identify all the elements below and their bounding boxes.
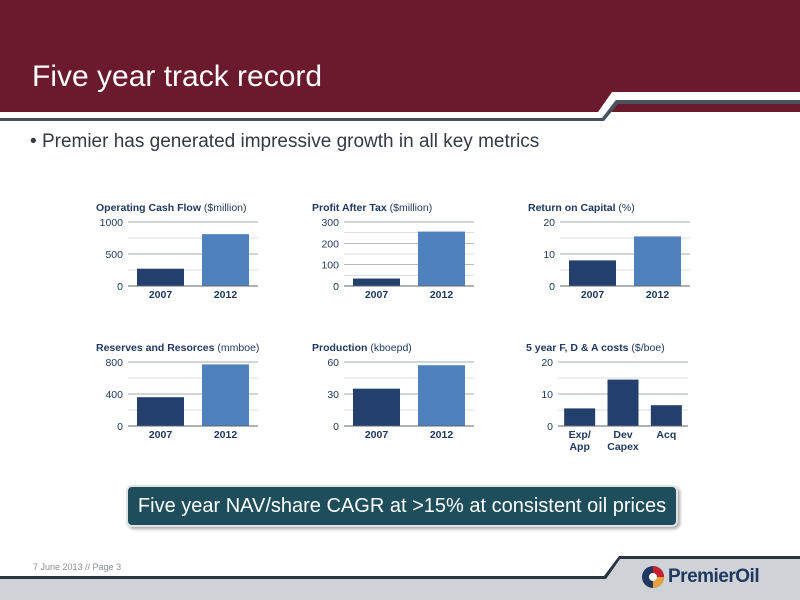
x-tick-label: 2012 <box>214 289 238 301</box>
y-tick-label: 100 <box>321 260 339 272</box>
x-tick-label: 2007 <box>365 429 389 441</box>
y-tick-label: 1000 <box>100 217 124 229</box>
y-tick-label: 500 <box>105 249 123 261</box>
bar <box>137 268 184 286</box>
bar <box>202 234 249 286</box>
chart-profit-after-tax: Profit After Tax ($million) 0 100 200 300 200… <box>312 202 474 301</box>
chart-title-unit: (kboepd) <box>367 342 411 354</box>
chart-title-unit: (%) <box>616 202 635 214</box>
bar <box>569 260 616 286</box>
y-tick-label: 20 <box>541 357 553 369</box>
bar <box>353 278 400 286</box>
chart-title: Return on Capital (%) <box>528 202 635 214</box>
x-tick-label: Exp/ <box>569 429 591 441</box>
page-title: Five year track record <box>32 60 323 93</box>
chart-reserves-resources: Reserves and Resorces (mmboe) 0 400 800 2007… <box>96 342 259 441</box>
y-tick-label: 0 <box>549 281 555 293</box>
chart-title-main: Profit After Tax <box>312 202 387 214</box>
chart-title: Production (kboepd) <box>312 342 412 354</box>
bar <box>418 365 465 426</box>
header-swoosh-lower <box>0 100 800 121</box>
chart-title-main: Reserves and Resorces <box>96 342 215 354</box>
chart-title: Reserves and Resorces (mmboe) <box>96 342 259 354</box>
y-tick-label: 800 <box>105 357 123 369</box>
x-tick-label: 2012 <box>214 429 238 441</box>
x-tick-label: 2007 <box>149 429 173 441</box>
bar <box>607 379 639 426</box>
y-tick-label: 30 <box>327 389 339 401</box>
y-tick-label: 200 <box>321 238 339 250</box>
y-tick-label: 0 <box>117 421 123 433</box>
y-tick-label: 10 <box>543 249 555 261</box>
chart-title-unit: (mmboe) <box>215 342 260 354</box>
y-tick-label: 0 <box>333 281 339 293</box>
bar <box>418 231 465 286</box>
logo-label: PremierOil <box>668 566 760 587</box>
y-tick-label: 60 <box>327 357 339 369</box>
x-tick-label: Acq <box>656 429 676 441</box>
y-tick-label: 20 <box>543 217 555 229</box>
bar <box>353 388 400 426</box>
chart-title-main: Operating Cash Flow <box>96 202 202 214</box>
x-tick-label: 2007 <box>149 289 173 301</box>
y-tick-label: 0 <box>117 281 123 293</box>
y-tick-label: 0 <box>547 421 553 433</box>
y-tick-label: 300 <box>321 217 339 229</box>
x-tick-label: 2007 <box>365 289 389 301</box>
header-swoosh <box>0 92 800 118</box>
footer-date-page: 7 June 2013 // Page 3 <box>33 562 122 572</box>
x-tick-label: 2012 <box>646 289 670 301</box>
x-tick-label: Capex <box>607 441 639 453</box>
bar <box>564 408 596 426</box>
x-tick-label: App <box>569 441 589 453</box>
bar <box>137 397 184 426</box>
chart-title: 5 year F, D & A costs ($/boe) <box>526 342 665 354</box>
chart-title-unit: ($/boe) <box>629 342 665 354</box>
logo-icon <box>642 566 664 588</box>
chart-title: Operating Cash Flow ($million) <box>96 202 247 214</box>
y-tick-label: 400 <box>105 389 123 401</box>
company-logo: PremierOil <box>640 563 800 591</box>
y-tick-label: 0 <box>333 421 339 433</box>
x-tick-label: 2007 <box>581 289 605 301</box>
bar <box>634 236 681 286</box>
x-tick-label: 2012 <box>430 289 454 301</box>
chart-title-unit: ($million) <box>387 202 433 214</box>
bar <box>650 405 682 426</box>
chart-operating-cash-flow: Operating Cash Flow ($million) 0 500 1000 20… <box>96 202 258 301</box>
chart-title-main: 5 year F, D & A costs <box>526 342 629 354</box>
x-tick-label: Dev <box>613 429 632 441</box>
chart-title-main: Production <box>312 342 367 354</box>
chart-title-unit: ($million) <box>201 202 247 214</box>
x-tick-label: 2012 <box>430 429 454 441</box>
bullet-text: • Premier has generated impressive growt… <box>30 131 540 152</box>
chart-production: Production (kboepd) 0 30 60 2007 2012 <box>312 342 474 441</box>
nav-callout: Five year NAV/share CAGR at >15% at cons… <box>126 485 678 527</box>
chart-title: Profit After Tax ($million) <box>312 202 432 214</box>
footer-line <box>0 556 800 579</box>
bar <box>202 364 249 426</box>
chart-title-main: Return on Capital <box>528 202 616 214</box>
chart-fda-costs: 5 year F, D & A costs ($/boe) 0 10 20 Exp/Ap… <box>526 342 688 453</box>
bullet-label: Premier has generated impressive growth … <box>41 131 540 152</box>
chart-return-on-capital: Return on Capital (%) 0 10 20 2007 2012 <box>528 202 690 301</box>
y-tick-label: 10 <box>541 389 553 401</box>
